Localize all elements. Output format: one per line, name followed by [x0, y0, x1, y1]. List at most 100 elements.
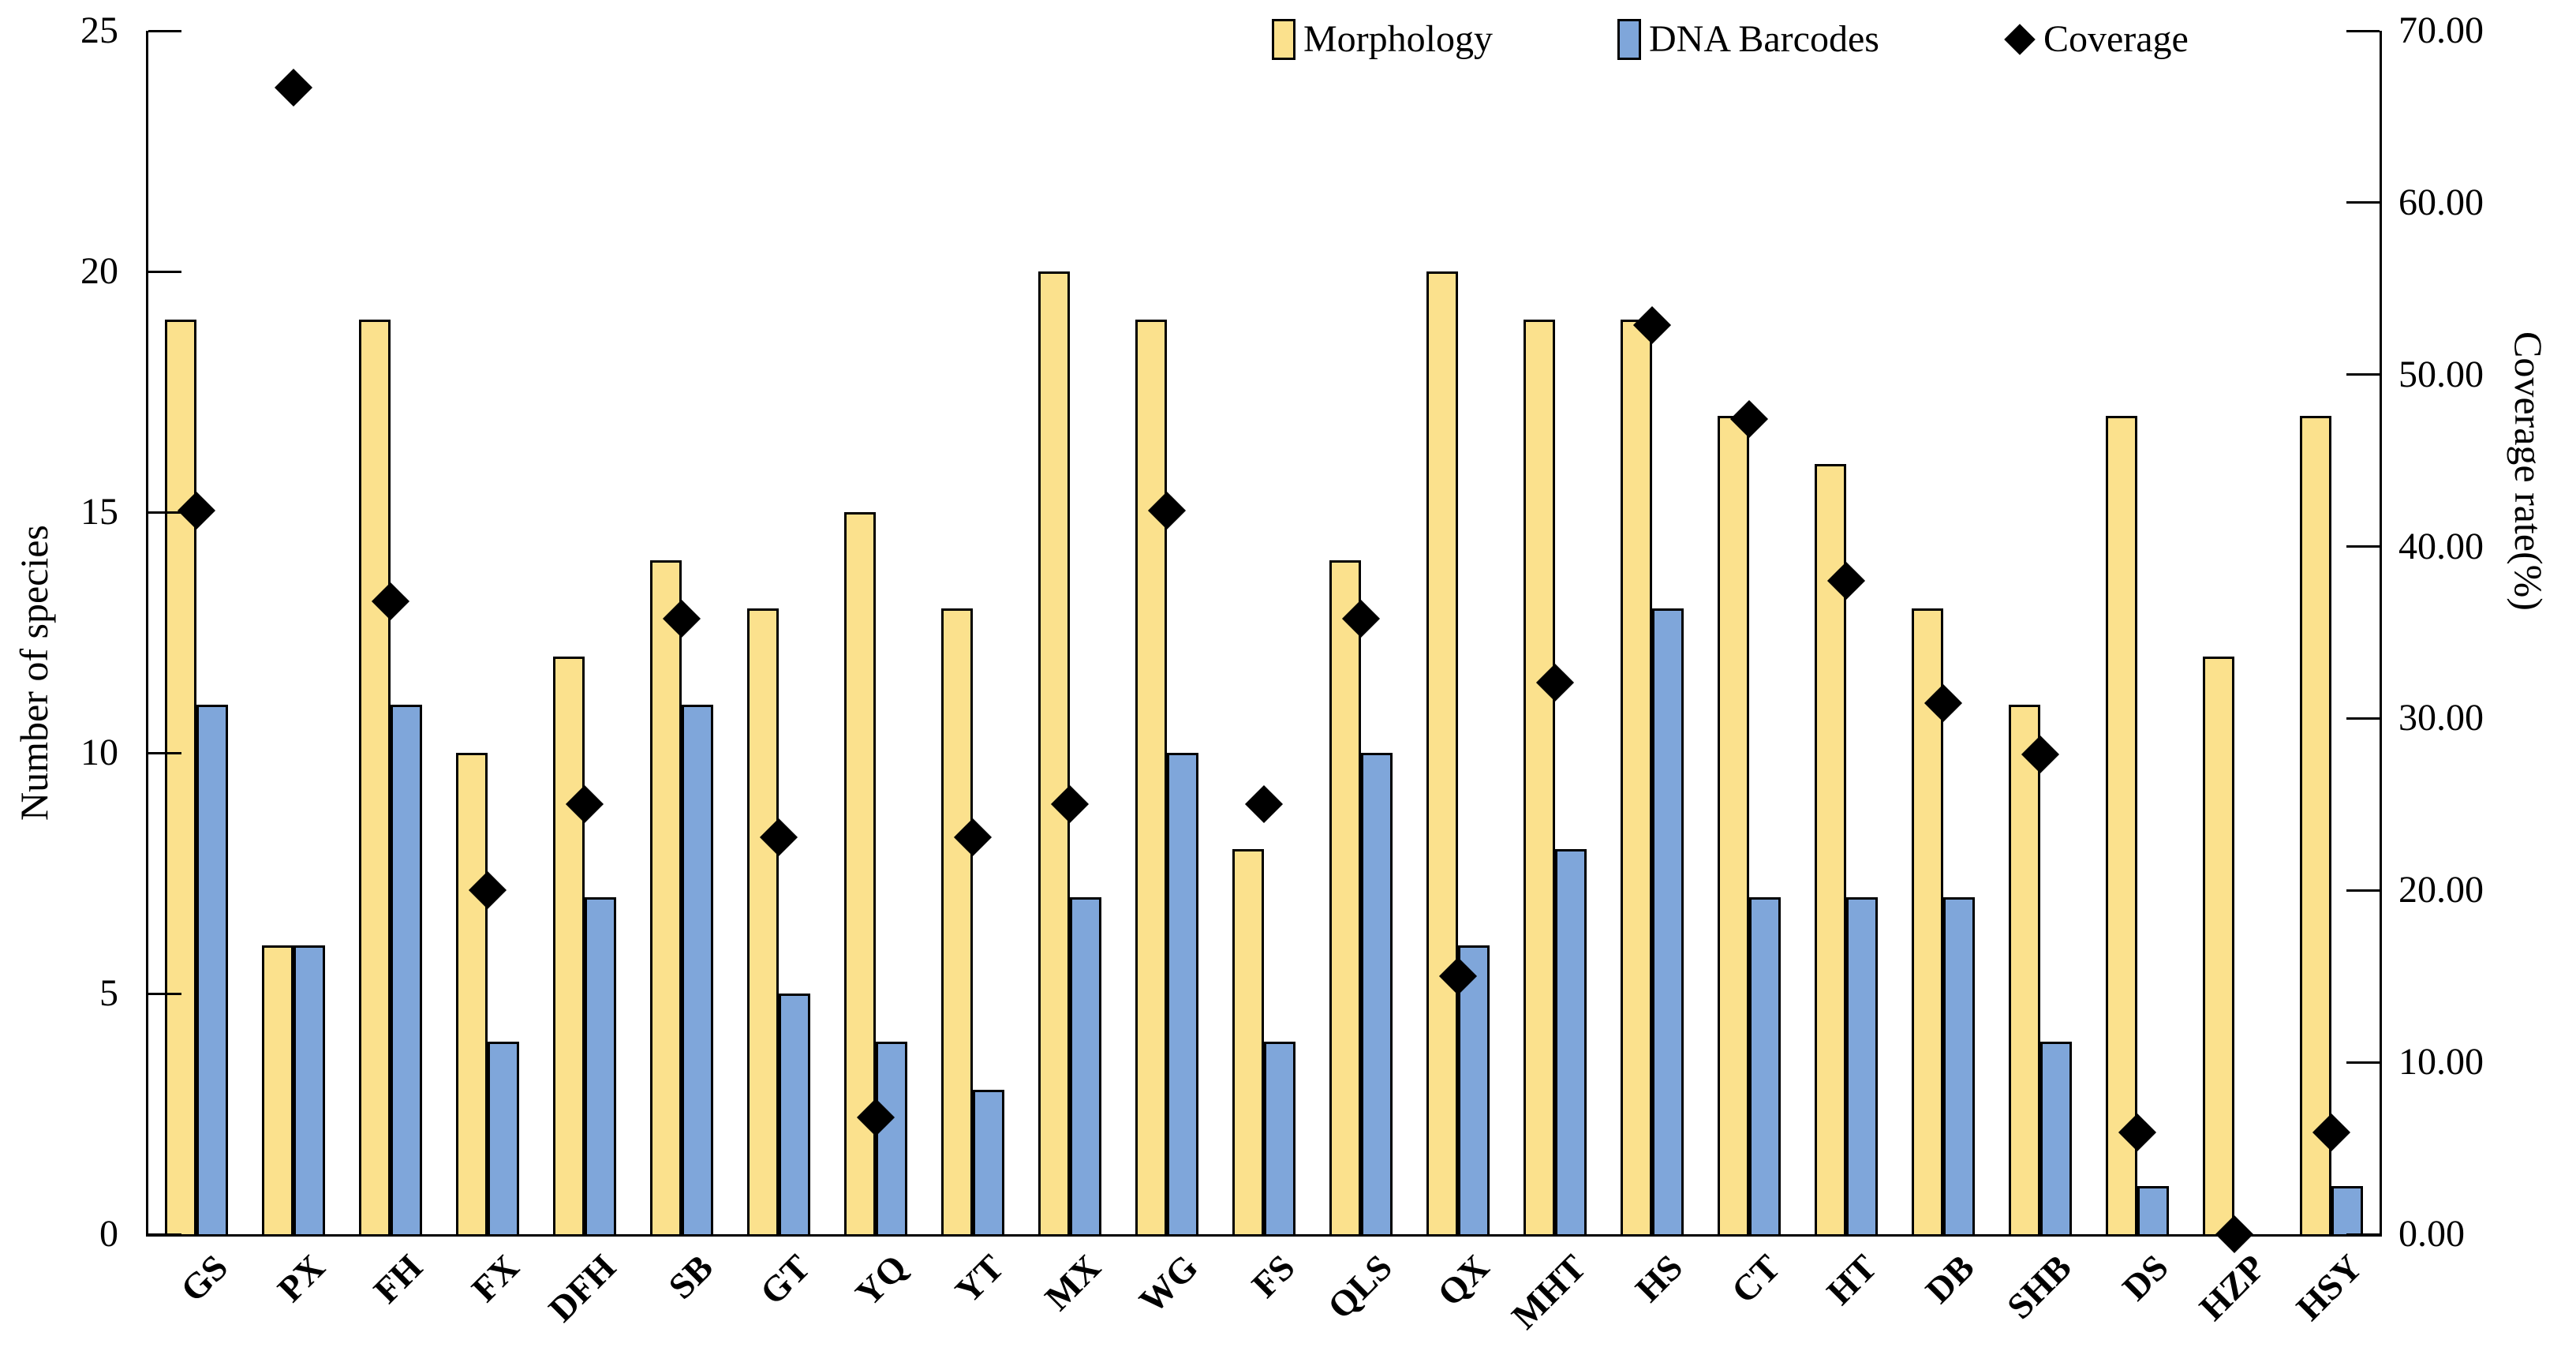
left-tick-label: 0 — [99, 1213, 118, 1255]
category-label-YT: YT — [947, 1246, 1012, 1312]
right-axis-tick — [2346, 1061, 2380, 1064]
category-label-CT: CT — [1723, 1246, 1788, 1312]
dna-barcodes-bar-FH — [391, 705, 423, 1234]
right-tick-label: 50.00 — [2398, 353, 2484, 395]
category-label-QLS: QLS — [1319, 1246, 1400, 1327]
morphology-bar-QLS — [1329, 560, 1361, 1234]
morphology-bar-CT — [1717, 416, 1749, 1234]
category-label-SB: SB — [660, 1246, 721, 1307]
right-axis-title: Coverage rate(%) — [2507, 331, 2551, 611]
category-label-DFH: DFH — [540, 1246, 624, 1330]
dna-barcodes-bar-DFH — [585, 897, 617, 1234]
category-label-GT: GT — [752, 1246, 818, 1312]
morphology-bar-FX — [456, 753, 488, 1234]
category-label-SHB: SHB — [1998, 1246, 2079, 1327]
category-label-DB: DB — [1917, 1246, 1982, 1312]
dna-barcodes-bar-YT — [973, 1090, 1005, 1234]
dna-barcodes-bar-MHT — [1554, 849, 1587, 1234]
morphology-bar-QX — [1426, 271, 1458, 1234]
left-tick-label: 20 — [80, 250, 118, 292]
coverage-marker-FS — [1244, 785, 1284, 824]
dna-barcodes-bar-MX — [1070, 897, 1102, 1234]
dna-barcodes-bar-YQ — [876, 1042, 908, 1234]
dna-barcodes-bar-PX — [293, 945, 326, 1234]
category-label-PX: PX — [269, 1246, 333, 1310]
legend-item-dna-barcodes: DNA Barcodes — [1617, 17, 1879, 61]
legend-label: Coverage — [2043, 18, 2189, 60]
dna-barcodes-bar-CT — [1748, 897, 1781, 1234]
left-tick-label: 10 — [80, 732, 118, 773]
square-legend-icon — [1272, 18, 1295, 60]
left-tick-label: 15 — [80, 491, 118, 533]
dna-barcodes-bar-FS — [1264, 1042, 1295, 1234]
right-tick-label: 60.00 — [2398, 181, 2484, 223]
left-axis-tick — [148, 1233, 181, 1236]
category-label-FH: FH — [365, 1246, 430, 1312]
category-label-HS: HS — [1628, 1246, 1691, 1310]
right-tick-label: 40.00 — [2398, 525, 2484, 567]
morphology-bar-HSY — [2299, 416, 2331, 1234]
left-axis-tick — [148, 29, 181, 32]
right-axis-tick — [2346, 1233, 2380, 1236]
square-legend-icon — [1617, 18, 1641, 60]
legend-label: DNA Barcodes — [1649, 18, 1879, 60]
right-tick-label: 70.00 — [2398, 9, 2484, 51]
morphology-bar-MX — [1038, 271, 1071, 1234]
morphology-bar-FH — [359, 320, 391, 1234]
right-tick-label: 10.00 — [2398, 1041, 2484, 1083]
morphology-bar-HS — [1620, 320, 1652, 1234]
morphology-bar-DFH — [553, 657, 585, 1234]
left-axis-title: Number of species — [12, 525, 56, 821]
dna-barcodes-bar-WG — [1167, 753, 1199, 1234]
dna-barcodes-bar-SB — [682, 705, 714, 1234]
left-axis-tick — [148, 992, 181, 995]
category-label-FX: FX — [463, 1246, 527, 1310]
morphology-bar-MHT — [1523, 320, 1555, 1234]
right-tick-label: 20.00 — [2398, 869, 2484, 911]
category-label-GS: GS — [172, 1246, 236, 1310]
legend-item-coverage: Coverage — [2004, 17, 2189, 61]
category-label-HSY: HSY — [2288, 1246, 2370, 1328]
legend: Morphology DNA Barcodes Coverage — [1272, 17, 2189, 61]
morphology-bar-HZP — [2202, 657, 2234, 1234]
category-label-WG: WG — [1131, 1246, 1206, 1321]
category-label-HT: HT — [1819, 1246, 1885, 1312]
right-axis-tick — [2346, 29, 2380, 32]
category-label-MX: MX — [1037, 1246, 1109, 1319]
morphology-bar-YT — [941, 608, 974, 1234]
category-label-FS: FS — [1243, 1246, 1303, 1305]
dna-barcodes-bar-DS — [2137, 1186, 2169, 1234]
category-label-DS: DS — [2114, 1246, 2176, 1308]
morphology-bar-PX — [262, 945, 294, 1234]
left-axis-tick — [148, 511, 181, 514]
left-tick-label: 5 — [99, 972, 118, 1014]
morphology-bar-DS — [2105, 416, 2137, 1234]
right-axis-tick — [2346, 717, 2380, 720]
left-axis-tick — [148, 751, 181, 754]
morphology-bar-WG — [1135, 320, 1168, 1234]
right-axis-tick — [2346, 545, 2380, 548]
dna-barcodes-bar-QLS — [1360, 753, 1393, 1234]
morphology-bar-DB — [1911, 608, 1943, 1234]
category-label-QX: QX — [1430, 1246, 1497, 1314]
dna-barcodes-bar-HS — [1651, 608, 1684, 1234]
left-axis-tick — [148, 270, 181, 273]
morphology-bar-SB — [650, 560, 682, 1234]
dna-barcodes-bar-DB — [1942, 897, 1975, 1234]
coverage-marker-PX — [275, 68, 313, 107]
morphology-bar-GS — [165, 320, 197, 1234]
category-label-MHT: MHT — [1504, 1246, 1594, 1337]
right-tick-label: 0.00 — [2398, 1213, 2465, 1255]
dna-barcodes-bar-GT — [779, 994, 811, 1234]
legend-label: Morphology — [1303, 18, 1493, 60]
dna-barcodes-bar-QX — [1457, 945, 1490, 1234]
right-axis-tick — [2346, 201, 2380, 204]
plot-area — [146, 29, 2382, 1254]
morphology-bar-HT — [1814, 464, 1846, 1234]
morphology-bar-GT — [747, 608, 780, 1234]
right-tick-label: 30.00 — [2398, 697, 2484, 739]
dna-barcodes-bar-GS — [196, 705, 229, 1234]
legend-item-morphology: Morphology — [1272, 17, 1493, 61]
dna-barcodes-bar-FX — [488, 1042, 520, 1234]
